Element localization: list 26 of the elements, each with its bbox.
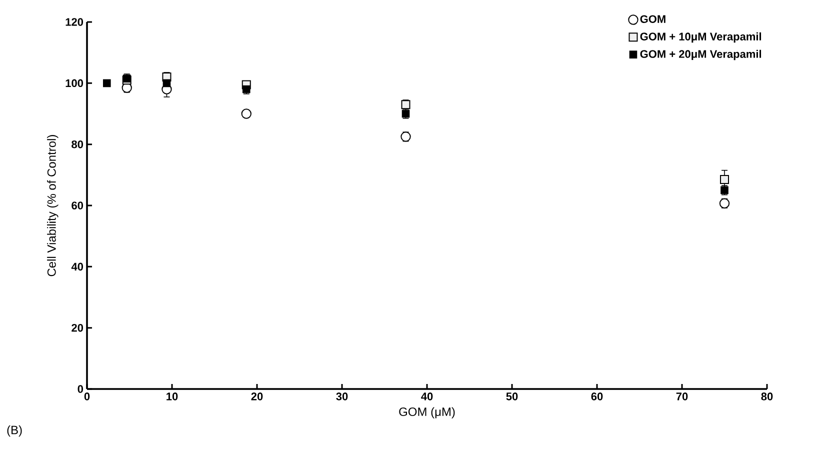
legend-label: GOM [640, 15, 666, 23]
point [720, 175, 730, 184]
x-axis-title: GOM (μM) [399, 407, 455, 418]
x-tick-label: 50 [506, 392, 518, 400]
y-tick-label: 60 [72, 202, 84, 210]
x-tick-label: 60 [591, 392, 603, 400]
y-tick-label: 0 [78, 385, 84, 393]
x-tick-label: 10 [166, 392, 178, 400]
legend-label: GOM + 10μM Verapamil [640, 32, 762, 43]
x-tick-label: 20 [251, 392, 263, 400]
x-tick-label: 80 [761, 392, 773, 400]
x-tick-label: 30 [336, 392, 348, 400]
y-tick-label: 20 [72, 324, 84, 332]
y-tick-label: 120 [66, 18, 84, 26]
y-tick-label: 80 [72, 140, 84, 148]
legend-label: GOM + 20μM Verapamil [640, 50, 762, 60]
point [162, 79, 171, 88]
x-tick-label: 40 [421, 392, 433, 400]
x-tick-label: 0 [84, 392, 90, 400]
y-tick-label: 40 [71, 262, 84, 271]
point [102, 79, 111, 88]
text: (B) [7, 425, 22, 437]
y-axis-title: Cell Viability (% of Control) [47, 135, 58, 276]
point [241, 108, 252, 119]
x-tick-label: 70 [676, 392, 688, 400]
y-tick-label: 100 [66, 79, 84, 88]
